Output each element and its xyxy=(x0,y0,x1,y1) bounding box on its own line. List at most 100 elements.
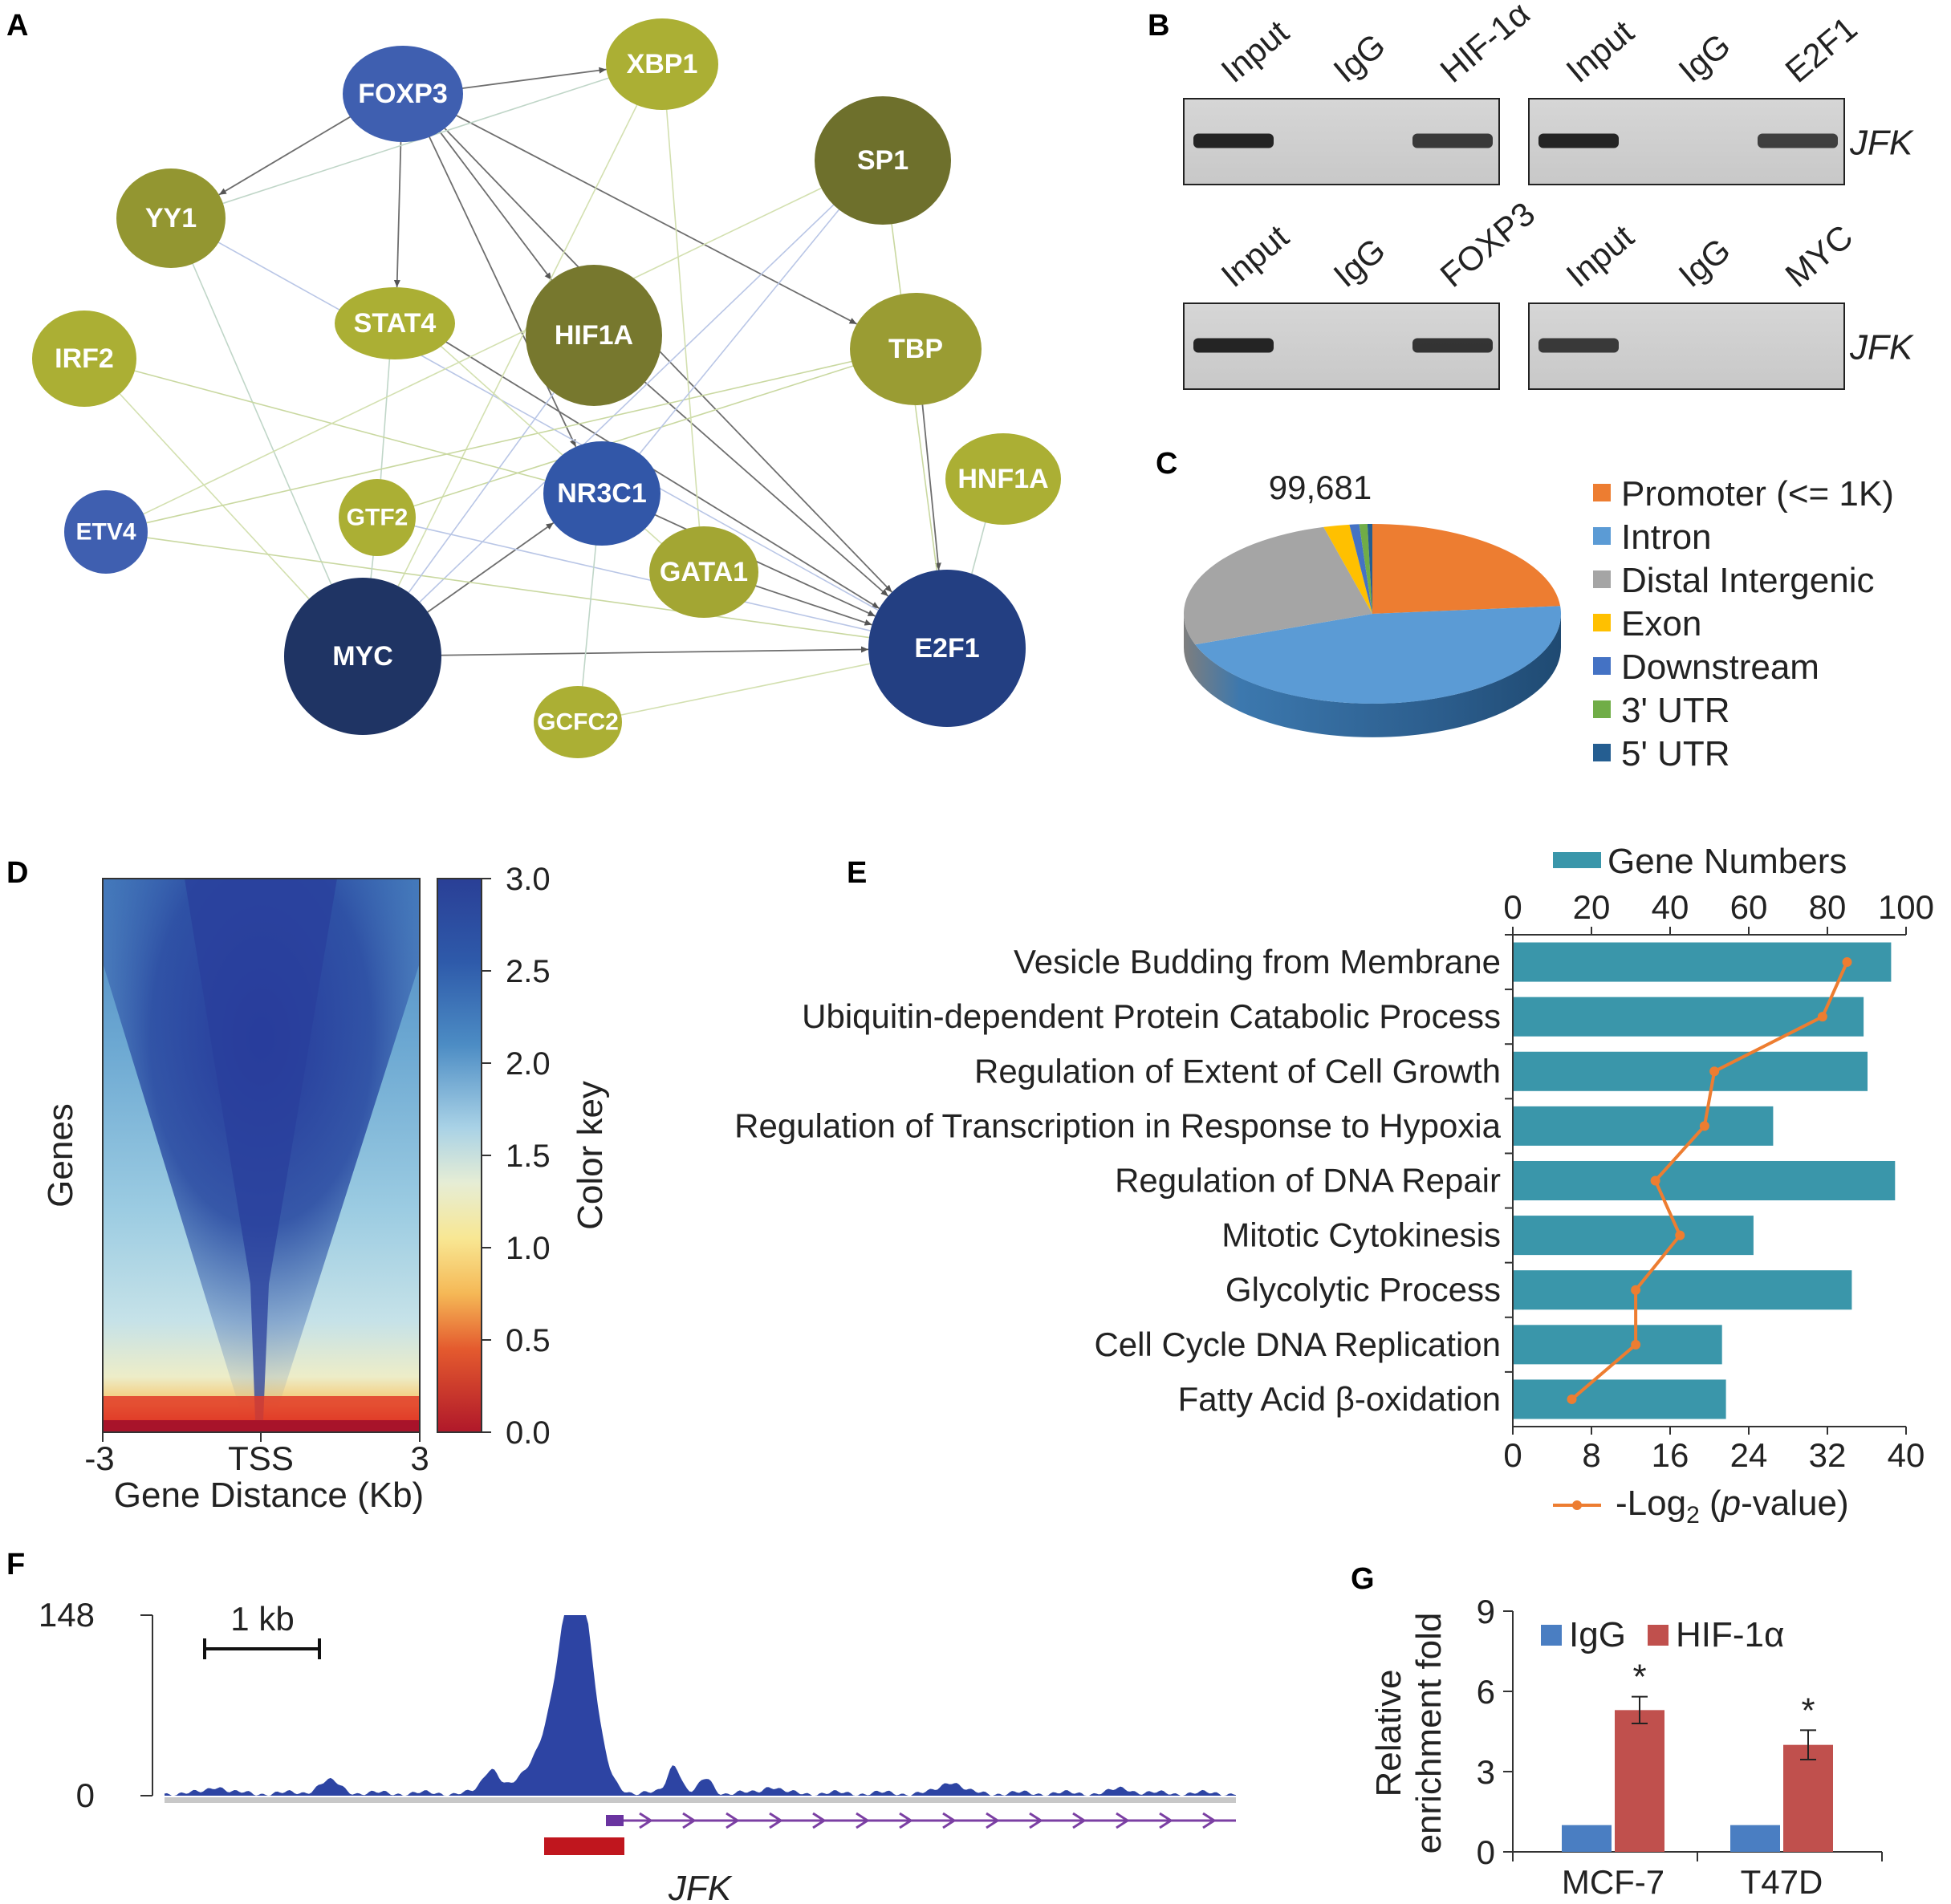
go-legend-line-marker xyxy=(1572,1500,1582,1510)
color-key-tick-label: 2.5 xyxy=(506,954,551,989)
network-edge xyxy=(218,115,353,196)
pie-legend-swatch xyxy=(1593,700,1611,718)
network-node-circle xyxy=(284,578,441,735)
network-edge xyxy=(370,554,375,579)
go-bottom-tick-label: 32 xyxy=(1809,1436,1847,1474)
go-bar xyxy=(1514,997,1864,1037)
network-edge xyxy=(408,389,557,593)
gel-band xyxy=(1538,133,1619,148)
network-edge xyxy=(380,357,391,480)
pie-slice xyxy=(1349,524,1372,614)
network-node-circle xyxy=(339,479,416,556)
pie-total-label: 99,681 xyxy=(1269,469,1372,506)
gel-lane-label: Input xyxy=(1214,217,1296,294)
heatmap-xtick-left: -3 xyxy=(84,1439,114,1477)
chip-pcr-gels: Input IgG HIF-1α Input IgG E2F1 JFK Input IgG FOX… xyxy=(1183,0,1914,390)
go-category-label: Glycolytic Process xyxy=(1225,1271,1501,1309)
gel-lane-label: Input xyxy=(1214,13,1296,90)
network-edge xyxy=(117,392,310,599)
gel-lane-label: Input xyxy=(1559,217,1641,294)
network-edge xyxy=(453,113,858,325)
gel-lane-label: IgG xyxy=(1672,230,1738,294)
pie-slice xyxy=(1183,526,1372,645)
qpcr-ytick-label: 3 xyxy=(1477,1753,1495,1791)
pie-slice xyxy=(1195,606,1561,704)
network-edge xyxy=(393,139,402,288)
gel-band xyxy=(1538,338,1619,353)
network-node-circle xyxy=(335,287,455,359)
color-key-tick-label: 0.0 xyxy=(506,1415,551,1451)
panel-label-c: C xyxy=(1156,447,1177,481)
network-edge xyxy=(191,261,332,585)
network-edge xyxy=(753,584,872,626)
network-node-e2f1: E2F1 xyxy=(868,570,1026,727)
network-node-label: GTF2 xyxy=(347,505,408,531)
gene-direction-chevron xyxy=(899,1812,913,1829)
go-bar xyxy=(1514,1160,1896,1201)
pie-slice xyxy=(1323,524,1372,614)
network-edge xyxy=(437,646,869,656)
go-bottom-tick-label: 0 xyxy=(1503,1436,1522,1474)
network-node-hnf1a: HNF1A xyxy=(945,433,1061,525)
network-edge xyxy=(413,364,856,507)
color-key-label: Color key xyxy=(571,1081,610,1230)
qpcr-bar-hif1a xyxy=(1783,1744,1833,1852)
scale-bar-label: 1 kb xyxy=(230,1600,294,1638)
go-legend-line-label: -Log2 (p-value) xyxy=(1616,1484,1849,1528)
network-node-foxp3: FOXP3 xyxy=(343,46,463,142)
panel-label-d: D xyxy=(6,856,28,890)
go-enrichment-chart: 0 20 40 60 80 100 0 8 16 24 32 40 Vesicle Budding fr… xyxy=(734,842,1934,1528)
network-node-circle xyxy=(534,686,622,758)
qpcr-bar-igg xyxy=(1730,1825,1780,1852)
qpcr-ylabel-line2: enrichment fold xyxy=(1409,1613,1449,1854)
color-key-ticks: 3.0 2.5 2.0 1.5 1.0 0.5 0.0 xyxy=(482,862,551,1451)
pie-slice xyxy=(1359,524,1372,614)
qpcr-ylabel-line1: Relative xyxy=(1369,1670,1408,1797)
gene-name-label: JFK xyxy=(668,1869,733,1904)
go-top-tick-label: 100 xyxy=(1878,888,1934,926)
network-node-label: HNF1A xyxy=(957,464,1048,494)
go-top-tick-label: 20 xyxy=(1573,888,1611,926)
network-node-circle xyxy=(850,293,982,405)
pie-legend-label: Intron xyxy=(1621,518,1712,557)
go-pvalue-point xyxy=(1817,1012,1827,1022)
go-bottom-tick-label: 24 xyxy=(1730,1436,1768,1474)
network-nodes: FOXP3 XBP1 SP1 YY1 STAT4 HIF1A TBP IRF2 HNF1A ETV… xyxy=(32,18,1061,758)
go-top-tick-label: 0 xyxy=(1503,888,1522,926)
qpcr-ytick-label: 9 xyxy=(1477,1593,1495,1630)
qpcr-category-label: MCF-7 xyxy=(1562,1863,1664,1901)
track-baseline xyxy=(165,1797,1236,1803)
panel-label-f: F xyxy=(6,1548,25,1581)
gel-lane-label: MYC xyxy=(1778,217,1860,294)
tf-network: FOXP3 XBP1 SP1 YY1 STAT4 HIF1A TBP IRF2 HNF1A ETV… xyxy=(32,18,1061,758)
gel-target-label: JFK xyxy=(1849,124,1914,163)
gene-direction-chevron xyxy=(812,1812,827,1829)
pie-legend: Promoter (<= 1K) Intron Distal Intergenic E… xyxy=(1593,474,1894,773)
network-edge xyxy=(641,379,889,597)
network-node-gtf2: GTF2 xyxy=(339,479,416,556)
pie-legend-item: Intron xyxy=(1593,518,1712,557)
network-node-circle xyxy=(868,570,1026,727)
network-edge xyxy=(419,201,837,603)
network-node-circle xyxy=(526,265,662,406)
network-node-label: TBP xyxy=(888,334,943,364)
gene-direction-chevron xyxy=(1116,1812,1130,1829)
go-top-tick-label: 80 xyxy=(1809,888,1847,926)
qpcr-legend-igg-swatch xyxy=(1541,1625,1562,1646)
pie-legend-item: Downstream xyxy=(1593,648,1819,687)
network-edge xyxy=(424,522,555,615)
go-category-label: Mitotic Cytokinesis xyxy=(1221,1216,1501,1254)
go-category-label: Regulation of DNA Repair xyxy=(1115,1162,1501,1200)
chip-seq-track: 148 0 1 kb JFK xyxy=(39,1596,1236,1904)
network-edge xyxy=(427,134,577,448)
legend-log-subscript: 2 xyxy=(1686,1502,1700,1528)
gene-direction-chevron xyxy=(1072,1812,1087,1829)
legend-suffix: -value) xyxy=(1741,1484,1849,1523)
color-key-tick-label: 2.0 xyxy=(506,1046,551,1082)
network-node-label: MYC xyxy=(332,641,393,672)
legend-p-italic: p xyxy=(1720,1484,1741,1523)
network-node-label: XBP1 xyxy=(627,49,698,79)
network-edge xyxy=(619,663,871,717)
network-node-label: GCFC2 xyxy=(537,709,619,736)
network-node-stat4: STAT4 xyxy=(335,287,455,359)
